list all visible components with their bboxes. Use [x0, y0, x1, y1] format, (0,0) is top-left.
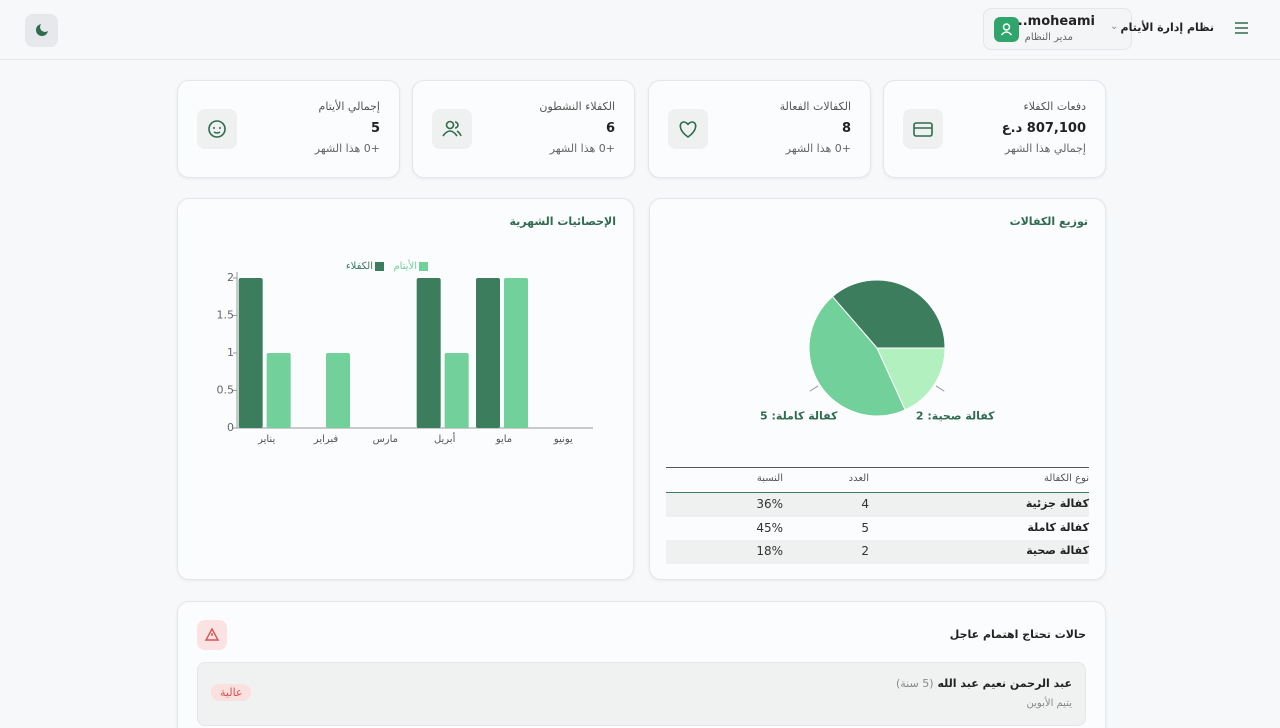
orphan-status: يتيم الأبوين: [1026, 698, 1072, 709]
x-tick-label: يونيو: [553, 434, 573, 445]
icon: [442, 120, 462, 137]
stat-icon: [432, 109, 472, 149]
chevron: ⌄: [1110, 21, 1119, 32]
legend-swatch: [375, 262, 384, 271]
chart-title: الإحصائيات الشهرية: [510, 215, 617, 228]
stat-card: دفعات الكفلاء 807,100 د.ع إجمالي هذا الشهر: [883, 80, 1106, 178]
table-row: كفالة صحية 2 18%: [666, 540, 1089, 564]
leader-line: [935, 385, 945, 392]
alerts-card: حالات تحتاج اهتمام عاجل عبد الرحمن نعيم …: [177, 601, 1106, 728]
column-header: نوع الكفالة: [1044, 473, 1089, 484]
stat-value: 8: [841, 121, 851, 136]
user-icon: [1000, 23, 1013, 36]
stat-note: +0 هذا الشهر: [314, 142, 380, 155]
user-menu[interactable]: ⌄ moheami... مدير النظام: [983, 8, 1132, 50]
table-header: نوع الكفالة العدد النسبة: [666, 467, 1089, 493]
alert-icon: [197, 620, 227, 650]
bar: [504, 278, 528, 428]
legend-swatch: [419, 262, 428, 271]
stat-label: إجمالي الأيتام: [318, 100, 380, 113]
leader-line: [809, 385, 819, 392]
distribution-table: نوع الكفالة العدد النسبة كفالة جزئية 4 36% كفا…: [666, 467, 1089, 564]
icon: [679, 121, 697, 138]
bar: [266, 353, 291, 428]
stat-icon: [903, 109, 943, 149]
moon-icon: [36, 22, 50, 36]
stat-card: الكفالات الفعالة 8 +0 هذا الشهر: [648, 80, 871, 178]
stat-value: 807,100 د.ع: [1001, 121, 1086, 136]
x-tick-label: أبريل: [434, 432, 456, 445]
bar: [326, 353, 350, 428]
bar: [416, 278, 441, 428]
y-tick-label: 1: [227, 346, 234, 359]
pie-label: كفالة كاملة: 5: [760, 409, 838, 422]
table-row: كفالة جزئية 4 36%: [666, 493, 1089, 517]
table-cell: 5: [861, 520, 869, 535]
y-tick-label: 0: [227, 421, 234, 434]
pie-label: كفالة صحية: 2: [916, 409, 995, 422]
y-tick-label: 0.5: [217, 384, 235, 397]
bar: [444, 353, 469, 428]
table-cell: 45%: [756, 520, 783, 535]
stat-icon: [197, 109, 237, 149]
pie-slice: [808, 295, 906, 417]
alerts-title: حالات تحتاج اهتمام عاجل: [949, 628, 1086, 641]
stat-label: الكفلاء النشطون: [539, 100, 615, 113]
table-row: كفالة كاملة 5 45%: [666, 517, 1089, 541]
warning-icon: [204, 627, 220, 641]
orphan-age: (5 سنة): [895, 677, 934, 690]
legend-label: الكفلاء: [346, 261, 373, 272]
legend-label: الأيتام: [393, 259, 417, 272]
chart-title: توزيع الكفالات: [1010, 215, 1088, 228]
table-cell: 4: [861, 497, 869, 511]
stat-card: الكفلاء النشطون 6 +0 هذا الشهر: [412, 80, 635, 178]
user-role: مدير النظام: [1024, 32, 1073, 43]
column-header: النسبة: [756, 473, 783, 484]
menu-icon: [1235, 22, 1248, 34]
table-cell: كفالة صحية: [1026, 544, 1089, 557]
stat-note: +0 هذا الشهر: [549, 142, 615, 155]
bar: [476, 278, 500, 428]
icon: [913, 122, 933, 137]
stat-label: دفعات الكفلاء: [1023, 100, 1086, 113]
column-header: العدد: [848, 473, 869, 484]
stat-note: +0 هذا الشهر: [785, 142, 851, 155]
bar: [238, 278, 263, 428]
x-tick-label: يناير: [257, 434, 275, 445]
orphan-name: عبد الرحمن نعيم عبد الله: [937, 677, 1073, 690]
priority-badge: عالية: [211, 684, 252, 701]
table-cell: كفالة جزئية: [1025, 497, 1089, 510]
pie-slice: [876, 347, 946, 411]
x-tick-label: فبراير: [313, 434, 339, 445]
alert-item: عبد الرحمن نعيم عبد الله(5 سنة) يتيم الأب…: [197, 662, 1086, 726]
stat-note: إجمالي هذا الشهر: [1004, 142, 1086, 155]
alert-heading: عبد الرحمن نعيم عبد الله(5 سنة): [896, 677, 1072, 690]
stat-card: إجمالي الأيتام 5 +0 هذا الشهر: [177, 80, 400, 178]
theme-toggle[interactable]: [25, 14, 58, 47]
stat-value: 5: [370, 121, 380, 136]
app-title: نظام إدارة الأيتام: [1120, 21, 1214, 34]
table-cell: 2: [861, 544, 869, 558]
x-tick-label: مايو: [495, 434, 512, 445]
avatar: [994, 17, 1019, 42]
icon: [208, 120, 226, 138]
pie-slice: [831, 279, 946, 349]
table-cell: كفالة كاملة: [1027, 520, 1089, 534]
stat-label: الكفالات الفعالة: [779, 100, 851, 113]
table-cell: 36%: [756, 497, 783, 511]
table-cell: 18%: [756, 544, 783, 558]
y-tick-label: 1.5: [217, 309, 235, 322]
x-tick-label: مارس: [373, 434, 398, 445]
stat-value: 6: [605, 121, 615, 136]
stat-icon: [668, 109, 708, 149]
menu-button[interactable]: [1234, 20, 1250, 40]
y-tick-label: 2: [227, 271, 234, 284]
